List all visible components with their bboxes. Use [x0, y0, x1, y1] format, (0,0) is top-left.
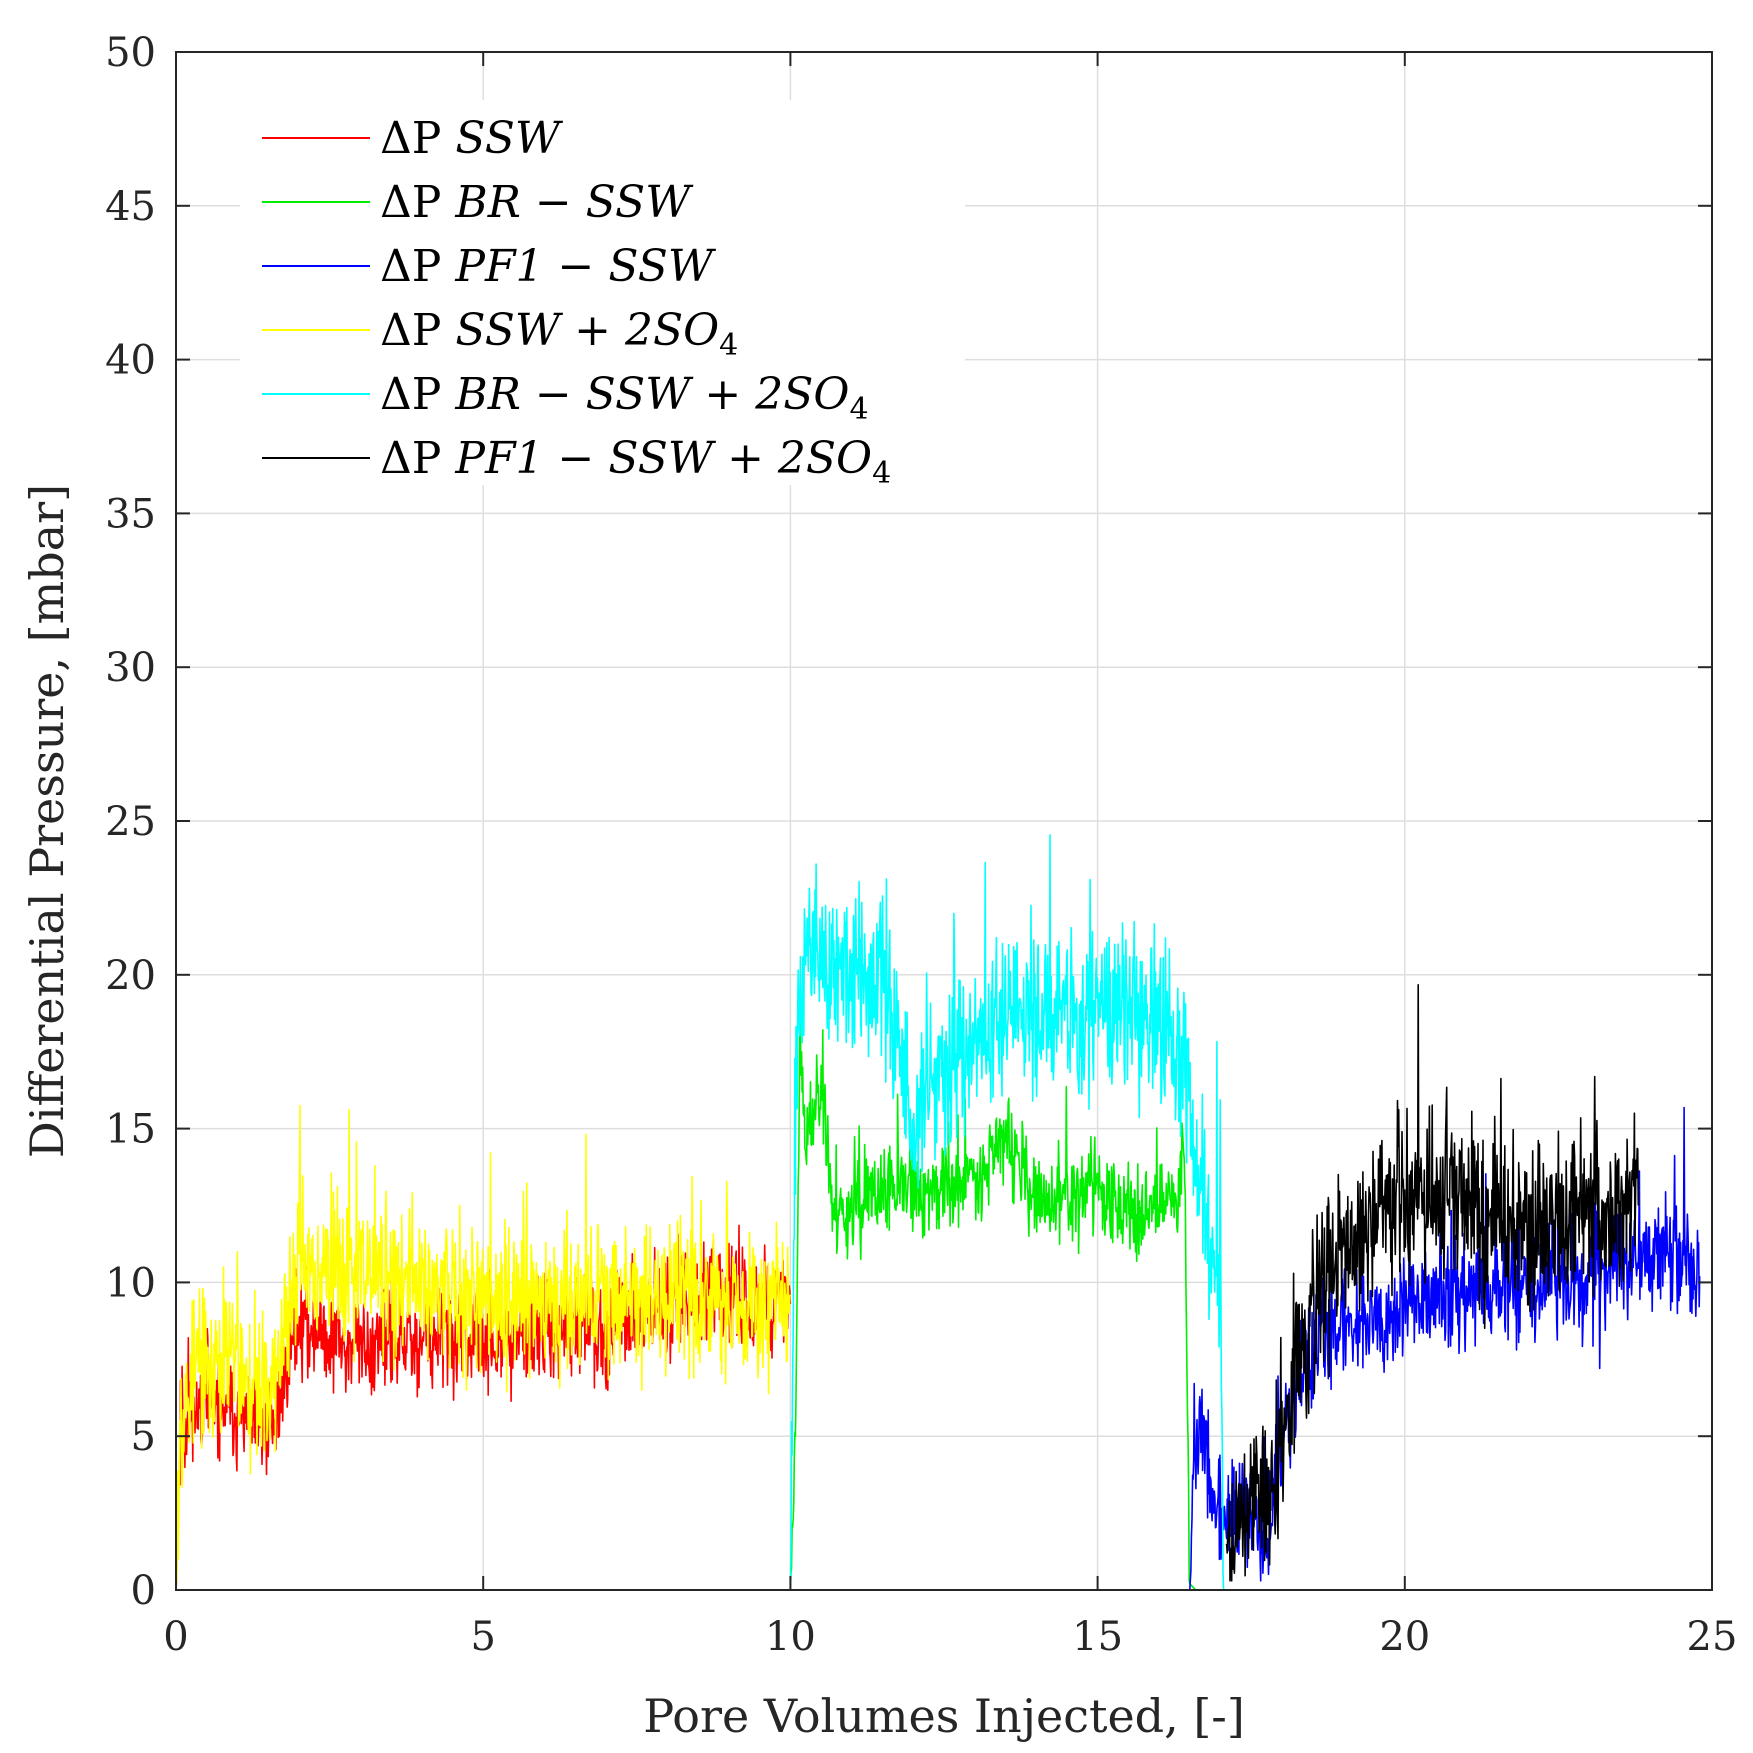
series-line-4 [175, 1104, 792, 1591]
y-tick-label: 0 [131, 1568, 156, 1614]
series-line-2 [789, 1012, 1197, 1591]
x-tick-label: 25 [1687, 1614, 1738, 1660]
y-tick-label: 50 [105, 30, 156, 76]
legend: ΔP SSW ΔP BR − SSW ΔP PF1 − SSW ΔP SSW + 2S… [240, 100, 965, 491]
y-tick-label: 40 [105, 338, 156, 384]
y-tick-label: 45 [105, 184, 156, 230]
legend-entry-6: ΔP PF1 − SSW + 2SO4 [380, 433, 891, 491]
x-tick-label: 10 [765, 1614, 816, 1660]
y-axis-label: Differential Pressure, [mbar] [20, 484, 74, 1158]
x-tick-label: 0 [163, 1614, 188, 1660]
y-tick-label: 25 [105, 799, 156, 845]
legend-box [240, 100, 965, 485]
ticks: 0 5 10 15 20 25 0 5 10 15 20 25 30 35 40 45 50 [105, 30, 1737, 1660]
y-tick-label: 10 [105, 1260, 156, 1306]
y-tick-label: 5 [131, 1414, 156, 1460]
y-tick-label: 35 [105, 491, 156, 537]
series-line-3 [1189, 1106, 1701, 1591]
legend-entry-5: ΔP BR − SSW + 2SO4 [380, 369, 869, 427]
series-layer [175, 834, 1701, 1591]
legend-entry-2: ΔP BR − SSW [380, 177, 694, 228]
y-tick-label: 15 [105, 1107, 156, 1153]
x-tick-label: 15 [1072, 1614, 1123, 1660]
legend-entry-3: ΔP PF1 − SSW [380, 241, 717, 292]
x-tick-label: 5 [470, 1614, 495, 1660]
x-axis-label: Pore Volumes Injected, [-] [643, 1689, 1245, 1743]
x-tick-label: 20 [1379, 1614, 1430, 1660]
series-line-1 [175, 1224, 792, 1591]
legend-entry-1: ΔP SSW [380, 113, 564, 164]
y-tick-label: 20 [105, 953, 156, 999]
y-tick-label: 30 [105, 645, 156, 691]
legend-entry-4: ΔP SSW + 2SO4 [380, 305, 738, 363]
series-line-5 [789, 834, 1225, 1591]
series-line-6 [1225, 983, 1640, 1582]
